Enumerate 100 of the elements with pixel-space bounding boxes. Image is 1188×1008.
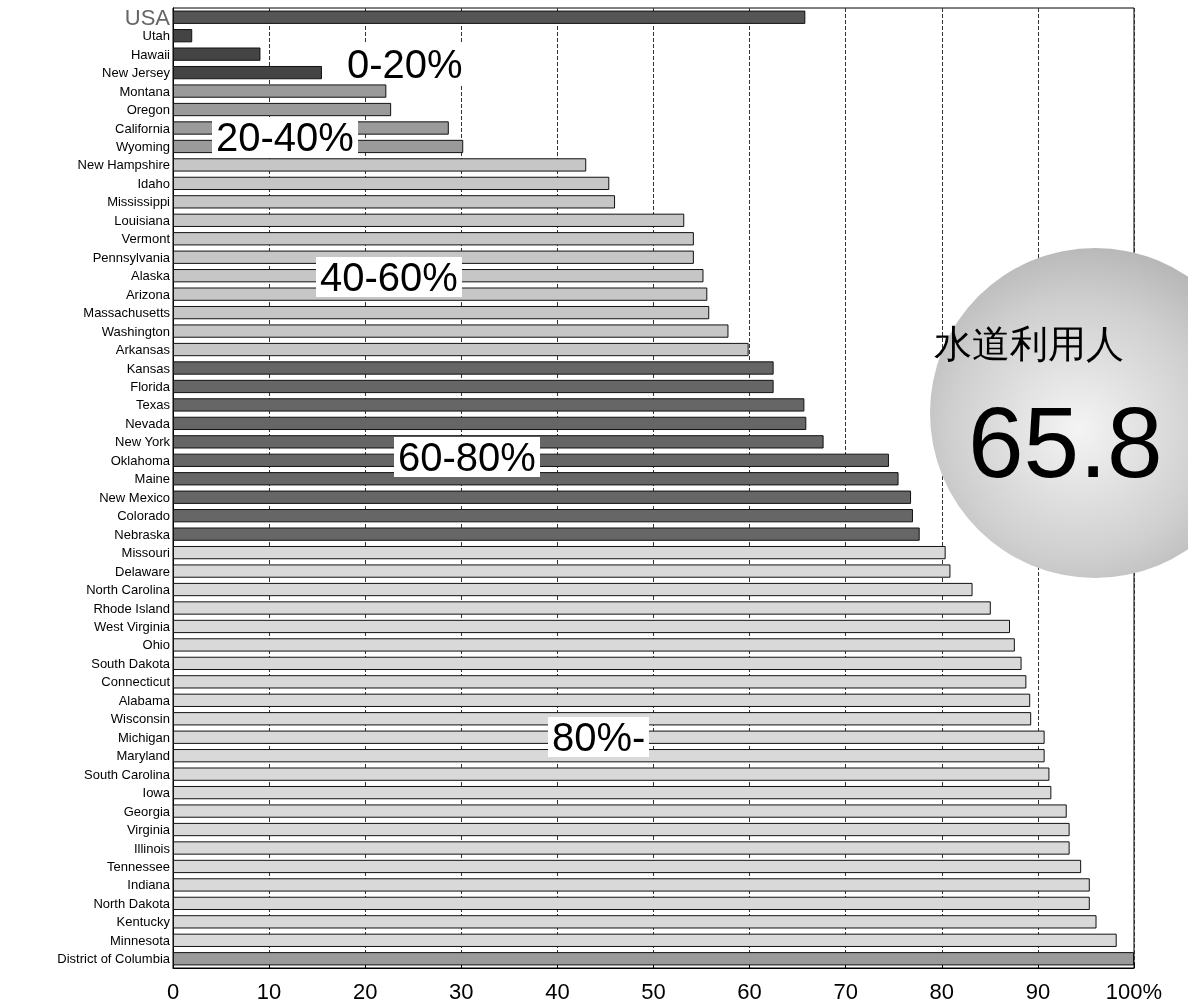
bar <box>173 767 1050 781</box>
y-tick-label: Tennessee <box>107 858 170 874</box>
y-tick-label: Alabama <box>118 692 171 708</box>
x-tick-label: 60 <box>737 978 762 1004</box>
bar <box>173 416 807 431</box>
bar <box>173 102 392 117</box>
y-tick-label: South Dakota <box>91 655 171 671</box>
y-tick-label: Rhode Island <box>93 600 170 616</box>
y-tick-label: Iowa <box>142 785 171 801</box>
y-tick-label: North Carolina <box>86 582 171 598</box>
x-tick-label: 90 <box>1025 978 1051 1004</box>
bar <box>173 841 1070 855</box>
bar <box>173 361 774 375</box>
y-tick-label: New Mexico <box>99 489 170 505</box>
bar <box>173 638 1015 652</box>
y-tick-label: New York <box>115 434 171 450</box>
x-tick-label: 40 <box>545 978 570 1004</box>
y-tick-label: Indiana <box>127 877 171 893</box>
annotation: 0-20% <box>343 42 467 86</box>
y-tick-label: Kentucky <box>116 914 171 930</box>
bar <box>173 472 899 486</box>
y-tick-label: Pennsylvania <box>92 249 171 265</box>
x-tick-label: 70 <box>833 978 858 1004</box>
y-tick-label: Oklahoma <box>110 452 171 468</box>
x-tick-label: 50 <box>641 978 666 1004</box>
bar <box>173 65 322 80</box>
bar <box>173 29 193 43</box>
bar <box>173 379 774 394</box>
y-tick-label: Nevada <box>125 415 171 431</box>
y-tick-label: New Hampshire <box>77 157 170 173</box>
annotation: 40-60% <box>316 255 462 299</box>
bar <box>173 859 1082 874</box>
y-tick-label: Maine <box>134 471 170 487</box>
bar <box>173 619 1011 634</box>
y-tick-label: Texas <box>136 397 171 413</box>
y-tick-label: USA <box>124 4 171 30</box>
y-tick-label: Wisconsin <box>110 711 170 727</box>
y-tick-label: Utah <box>142 28 170 44</box>
annotation: 20-40% <box>212 115 358 159</box>
y-tick-label: Kansas <box>126 360 171 376</box>
y-tick-label: Illinois <box>133 840 171 856</box>
bar <box>173 675 1027 689</box>
bar <box>173 490 912 504</box>
bar <box>173 693 1031 707</box>
y-tick-label: Colorado <box>117 508 170 524</box>
x-tick-label: 10 <box>256 978 282 1004</box>
bar <box>173 601 991 615</box>
y-tick-label: Wyoming <box>115 138 170 154</box>
y-tick-label: Vermont <box>121 231 171 247</box>
y-tick-label: Florida <box>130 378 171 394</box>
y-tick-label: Michigan <box>117 729 170 745</box>
bar <box>173 176 610 191</box>
y-tick-label: Washington <box>101 323 170 339</box>
bar <box>173 195 616 209</box>
bar <box>173 656 1022 671</box>
bar <box>173 84 387 98</box>
bar <box>173 915 1097 929</box>
bar <box>173 324 729 338</box>
y-tick-label: Hawaii <box>130 46 171 62</box>
bar <box>173 527 920 541</box>
bar <box>173 545 946 560</box>
bar <box>173 213 685 227</box>
y-tick-label: Maryland <box>116 748 170 764</box>
bar <box>173 896 1090 911</box>
y-tick-label: West Virginia <box>93 618 171 634</box>
y-tick-label: North Dakota <box>93 895 171 911</box>
y-tick-label: Montana <box>119 83 171 99</box>
bar <box>173 398 805 412</box>
bar <box>173 804 1067 818</box>
y-tick-label: Ohio <box>142 637 170 653</box>
x-tick-label: 20 <box>352 978 378 1004</box>
y-tick-label: New Jersey <box>102 65 171 81</box>
y-tick-label: Massachusetts <box>83 305 171 321</box>
y-tick-label: District of Columbia <box>57 951 171 967</box>
bar <box>173 342 749 357</box>
bar <box>173 47 261 61</box>
y-tick-label: Missouri <box>121 545 171 561</box>
y-tick-label: Delaware <box>115 563 170 579</box>
bar <box>173 305 710 320</box>
x-tick-label: 30 <box>449 978 474 1004</box>
bar <box>173 749 1045 763</box>
y-tick-label: California <box>115 120 171 136</box>
bar <box>173 10 806 24</box>
y-tick-label: Minnesota <box>110 932 171 948</box>
y-tick-label: Arkansas <box>115 342 171 358</box>
y-tick-label: Idaho <box>137 175 170 191</box>
y-tick-label: Louisiana <box>114 212 171 228</box>
bar <box>173 232 694 246</box>
bar <box>173 582 973 597</box>
y-tick-label: Connecticut <box>101 674 171 690</box>
bar <box>173 785 1052 800</box>
y-tick-label: Virginia <box>126 822 171 838</box>
bar <box>173 564 951 578</box>
y-tick-label: Arizona <box>125 286 171 302</box>
bar <box>173 822 1070 837</box>
y-tick-label: South Carolina <box>84 766 171 782</box>
annotation: 水道利用人 <box>934 322 1124 366</box>
annotation: 65.8 <box>968 386 1163 498</box>
bar <box>173 509 913 523</box>
x-tick-label: 80 <box>929 978 955 1004</box>
